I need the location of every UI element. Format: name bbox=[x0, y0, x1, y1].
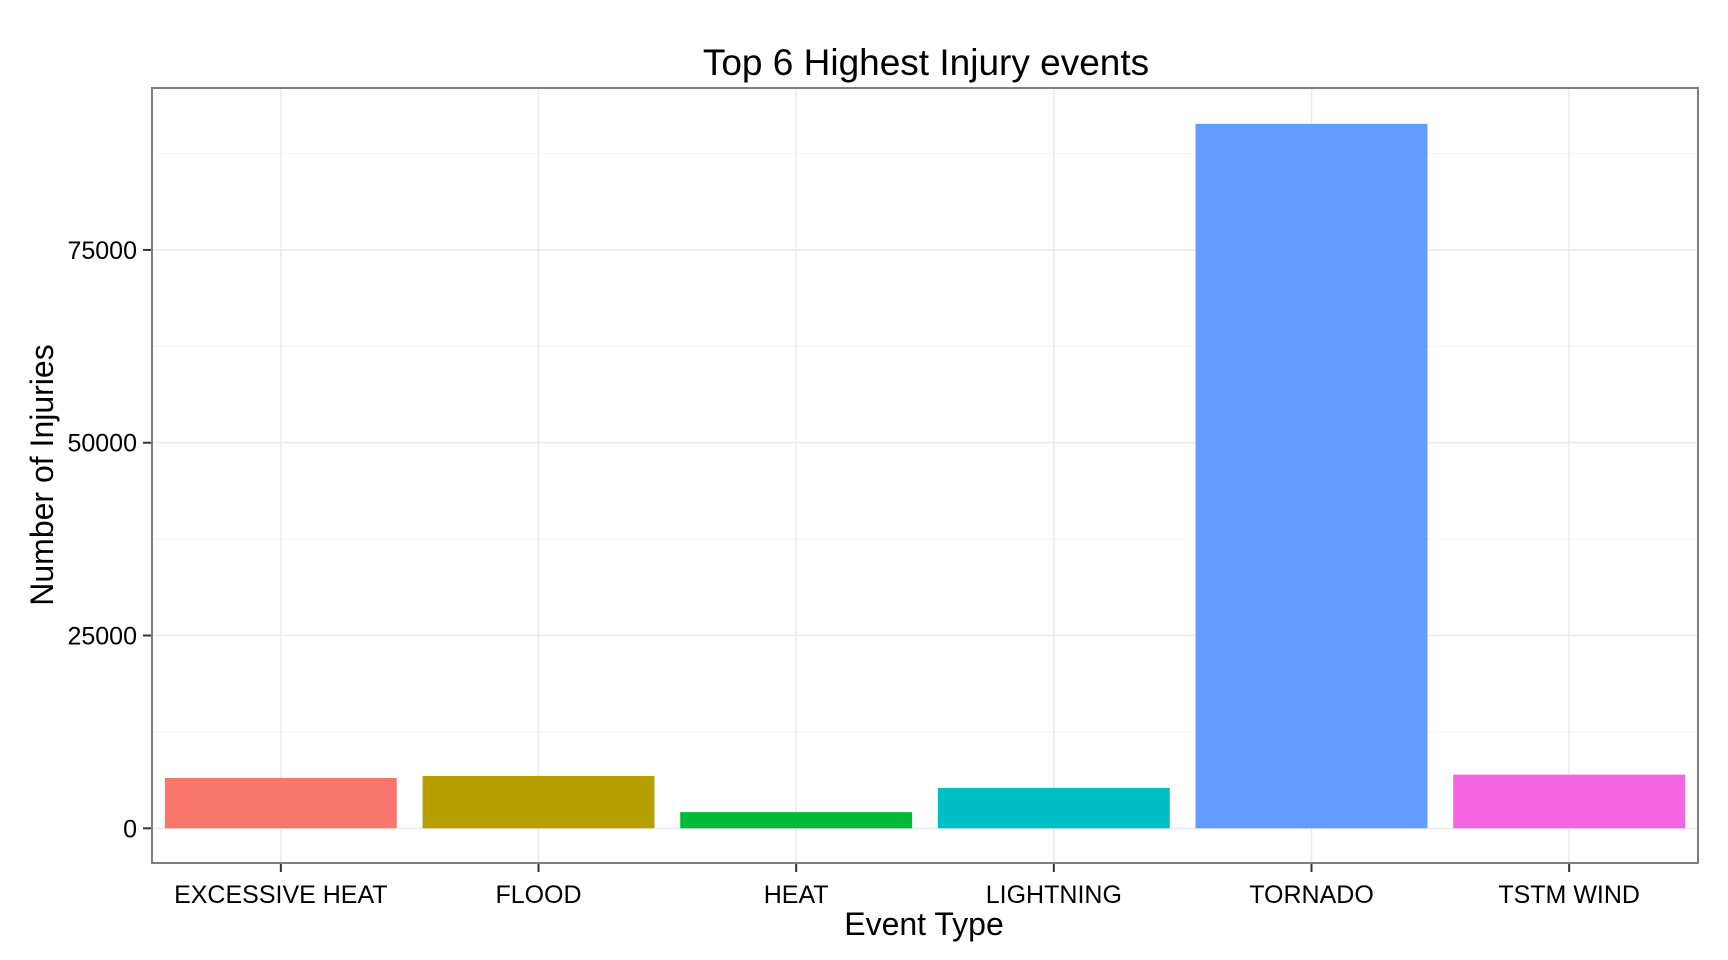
panel-border bbox=[151, 87, 1699, 864]
y-tick-label: 0 bbox=[123, 815, 137, 843]
y-tick-label: 25000 bbox=[67, 623, 137, 651]
bar-flood bbox=[422, 775, 655, 829]
x-tick-label: LIGHTNING bbox=[986, 881, 1122, 909]
x-tick-label: TSTM WIND bbox=[1498, 881, 1640, 909]
y-axis-title: Number of Injuries bbox=[24, 344, 60, 605]
panel-background bbox=[152, 88, 1698, 863]
y-tick-label: 50000 bbox=[67, 430, 137, 458]
y-tick-label: 75000 bbox=[67, 237, 137, 265]
bar-tstm-wind bbox=[1453, 774, 1686, 829]
plot-area: 0 25000 50000 75000 EXCESSIVE HEAT FLOOD HEAT L… bbox=[67, 87, 1699, 909]
x-tick-label: HEAT bbox=[764, 881, 829, 909]
x-tick-label: TORNADO bbox=[1249, 881, 1374, 909]
chart-title: Top 6 Highest Injury events bbox=[703, 42, 1149, 83]
bar-lightning bbox=[937, 787, 1170, 829]
x-tick-label: FLOOD bbox=[495, 881, 581, 909]
bar-tornado bbox=[1195, 123, 1428, 829]
x-tick-label: EXCESSIVE HEAT bbox=[174, 881, 388, 909]
bar-heat bbox=[680, 812, 913, 829]
bar-excessive-heat bbox=[164, 777, 397, 829]
x-axis-title: Event Type bbox=[844, 906, 1004, 942]
